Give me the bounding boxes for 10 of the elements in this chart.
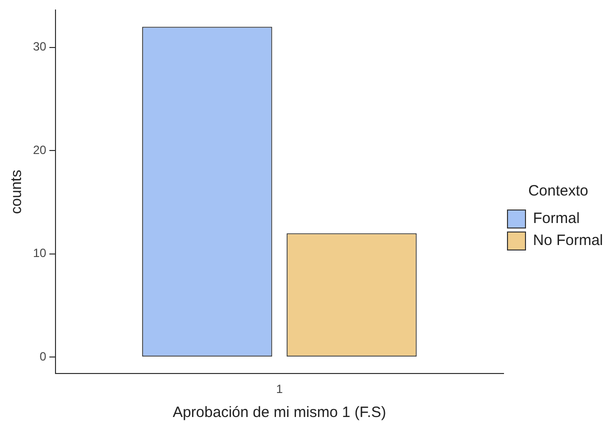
y-tick-label: 30	[32, 40, 47, 54]
x-axis-title: Aprobación de mi mismo 1 (F.S)	[172, 404, 386, 422]
y-tick-label: 20	[32, 142, 47, 157]
y-tick-label: 10	[32, 246, 47, 260]
y-tick-label: 0	[40, 349, 47, 364]
legend-label: No Formal	[532, 232, 604, 250]
x-tick-label: 1	[276, 382, 284, 396]
y-axis-title: counts	[8, 170, 26, 214]
legend-label: Formal	[532, 210, 580, 228]
legend-title: Contexto	[528, 182, 588, 200]
